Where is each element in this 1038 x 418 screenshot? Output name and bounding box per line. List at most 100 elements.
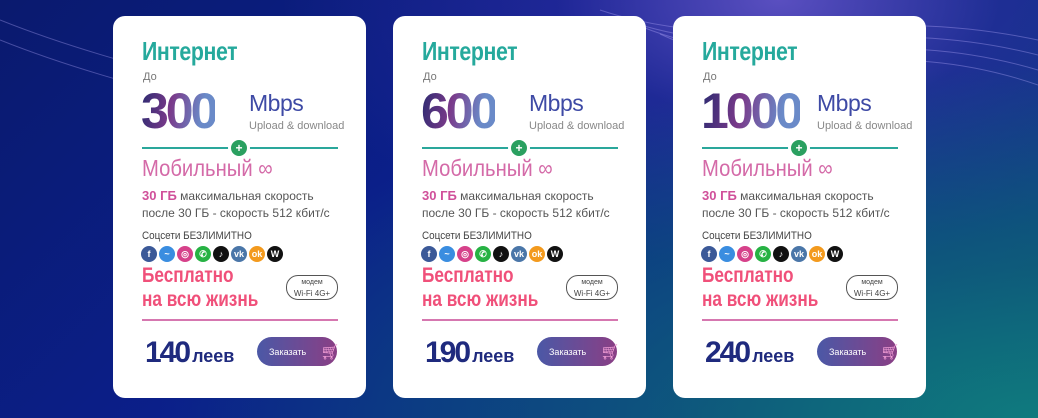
order-label: Заказать — [829, 346, 867, 357]
modem-line-2: Wi-Fi 4G+ — [293, 289, 331, 298]
order-button[interactable]: Заказать 🛒︎ — [537, 337, 619, 366]
messenger-icon[interactable]: ~ — [719, 246, 735, 262]
order-label: Заказать — [269, 346, 307, 357]
free-forever: Бесплатно на всю жизнь — [142, 264, 258, 312]
whatsapp-icon[interactable]: ✆ — [195, 246, 211, 262]
modem-line-2: Wi-Fi 4G+ — [853, 289, 891, 298]
free-line-1: Бесплатно — [142, 264, 234, 287]
whatsapp-icon[interactable]: ✆ — [755, 246, 771, 262]
facebook-icon[interactable]: f — [421, 246, 437, 262]
tiktok-icon[interactable]: ♪ — [213, 246, 229, 262]
price-value: 240 — [705, 336, 751, 369]
free-line-2: на всю жизнь — [142, 288, 259, 311]
facebook-icon[interactable]: f — [141, 246, 157, 262]
plus-icon: + — [788, 137, 810, 159]
tiktok-icon[interactable]: ♪ — [493, 246, 509, 262]
after-limit-speed: после 30 ГБ - скорость 512 кбит/с — [422, 206, 610, 220]
odnoklassniki-icon[interactable]: ok — [529, 246, 545, 262]
messenger-icon[interactable]: ~ — [159, 246, 175, 262]
free-line-2: на всю жизнь — [422, 288, 539, 311]
data-allowance: 30 ГБ максимальная скорость — [702, 188, 874, 204]
price-divider — [702, 319, 898, 321]
instagram-icon[interactable]: ◎ — [457, 246, 473, 262]
data-allowance: 30 ГБ максимальная скорость — [422, 188, 594, 204]
whatsapp-icon[interactable]: ✆ — [475, 246, 491, 262]
upload-download-label: Upload & download — [817, 120, 913, 132]
speed-unit: Mbps — [249, 90, 304, 116]
price: 140 леев — [145, 336, 234, 373]
plan-card: Интернет До 600 Mbps Upload & download +… — [393, 16, 646, 398]
internet-title: Интернет — [142, 36, 238, 66]
odnoklassniki-icon[interactable]: ok — [809, 246, 825, 262]
wikipedia-icon[interactable]: W — [827, 246, 843, 262]
social-unlimited-label: Соцсети БЕЗЛИМИТНО — [422, 230, 532, 242]
data-amount: 30 ГБ — [422, 188, 457, 203]
plan-card: Интернет До 300 Mbps Upload & download +… — [113, 16, 366, 398]
cart-icon: 🛒︎ — [880, 343, 900, 361]
cart-icon: 🛒︎ — [320, 343, 340, 361]
mobile-label: Мобильный — [422, 155, 533, 181]
free-forever: Бесплатно на всю жизнь — [702, 264, 818, 312]
price: 240 леев — [705, 336, 794, 373]
infinity-icon: ∞ — [258, 155, 273, 181]
currency: леев — [472, 346, 515, 366]
internet-title: Интернет — [702, 36, 798, 66]
tiktok-icon[interactable]: ♪ — [773, 246, 789, 262]
free-forever: Бесплатно на всю жизнь — [422, 264, 538, 312]
free-line-1: Бесплатно — [422, 264, 514, 287]
vk-icon[interactable]: vk — [511, 246, 527, 262]
price-divider — [142, 319, 338, 321]
vk-icon[interactable]: vk — [231, 246, 247, 262]
vk-icon[interactable]: vk — [791, 246, 807, 262]
instagram-icon[interactable]: ◎ — [177, 246, 193, 262]
messenger-icon[interactable]: ~ — [439, 246, 455, 262]
mobile-label: Мобильный — [142, 155, 253, 181]
currency: леев — [752, 346, 795, 366]
upload-download-label: Upload & download — [249, 120, 345, 132]
order-label: Заказать — [549, 346, 587, 357]
order-button[interactable]: Заказать 🛒︎ — [257, 337, 340, 366]
order-button[interactable]: Заказать 🛒︎ — [817, 337, 900, 366]
price: 190 леев — [425, 336, 514, 373]
data-text: максимальная скорость — [180, 189, 314, 203]
social-icons: f ~ ◎ ✆ ♪ vk ok W — [701, 246, 843, 262]
data-amount: 30 ГБ — [142, 188, 177, 203]
infinity-icon: ∞ — [538, 155, 553, 181]
social-unlimited-label: Соцсети БЕЗЛИМИТНО — [142, 230, 252, 242]
plan-card: Интернет До 1000 Mbps Upload & download … — [673, 16, 926, 398]
mobile-title: Мобильный ∞ — [422, 155, 553, 182]
speed-unit: Mbps — [817, 90, 872, 116]
instagram-icon[interactable]: ◎ — [737, 246, 753, 262]
modem-badge: модем Wi-Fi 4G+ — [566, 275, 618, 300]
modem-line-1: модем — [301, 279, 323, 286]
data-text: максимальная скорость — [740, 189, 874, 203]
mobile-label: Мобильный — [702, 155, 813, 181]
wikipedia-icon[interactable]: W — [267, 246, 283, 262]
plus-icon: + — [508, 137, 530, 159]
after-limit-speed: после 30 ГБ - скорость 512 кбит/с — [702, 206, 890, 220]
social-unlimited-label: Соцсети БЕЗЛИМИТНО — [702, 230, 812, 242]
speed-value: 1000 — [701, 83, 803, 139]
odnoklassniki-icon[interactable]: ok — [249, 246, 265, 262]
data-allowance: 30 ГБ максимальная скорость — [142, 188, 314, 204]
modem-badge: модем Wi-Fi 4G+ — [846, 275, 898, 300]
mobile-title: Мобильный ∞ — [142, 155, 273, 182]
free-line-2: на всю жизнь — [702, 288, 819, 311]
modem-line-2: Wi-Fi 4G+ — [573, 289, 611, 298]
free-line-1: Бесплатно — [702, 264, 794, 287]
mobile-title: Мобильный ∞ — [702, 155, 833, 182]
currency: леев — [192, 346, 235, 366]
up-to-label: До — [423, 71, 437, 83]
price-value: 190 — [425, 336, 471, 369]
data-amount: 30 ГБ — [702, 188, 737, 203]
speed-value: 300 — [141, 83, 218, 139]
wikipedia-icon[interactable]: W — [547, 246, 563, 262]
up-to-label: До — [143, 71, 157, 83]
social-icons: f ~ ◎ ✆ ♪ vk ok W — [141, 246, 283, 262]
modem-badge: модем Wi-Fi 4G+ — [286, 275, 338, 300]
infinity-icon: ∞ — [818, 155, 833, 181]
social-icons: f ~ ◎ ✆ ♪ vk ok W — [421, 246, 563, 262]
facebook-icon[interactable]: f — [701, 246, 717, 262]
price-divider — [422, 319, 618, 321]
price-value: 140 — [145, 336, 191, 369]
